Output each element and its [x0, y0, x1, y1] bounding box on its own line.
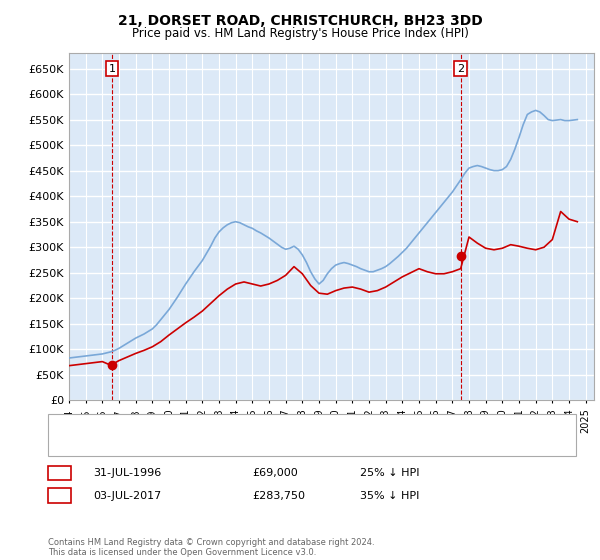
Text: 1: 1	[56, 468, 63, 478]
Text: 2: 2	[457, 63, 464, 73]
Text: HPI: Average price, detached house, Bournemouth Christchurch and Poole: HPI: Average price, detached house, Bour…	[105, 440, 493, 450]
Text: 21, DORSET ROAD, CHRISTCHURCH, BH23 3DD: 21, DORSET ROAD, CHRISTCHURCH, BH23 3DD	[118, 14, 482, 28]
Text: Contains HM Land Registry data © Crown copyright and database right 2024.
This d: Contains HM Land Registry data © Crown c…	[48, 538, 374, 557]
Text: 03-JUL-2017: 03-JUL-2017	[93, 491, 161, 501]
Text: 1: 1	[109, 63, 115, 73]
Text: £69,000: £69,000	[252, 468, 298, 478]
Text: £283,750: £283,750	[252, 491, 305, 501]
Text: 25% ↓ HPI: 25% ↓ HPI	[360, 468, 419, 478]
Text: 35% ↓ HPI: 35% ↓ HPI	[360, 491, 419, 501]
Text: 2: 2	[56, 491, 63, 501]
Text: Price paid vs. HM Land Registry's House Price Index (HPI): Price paid vs. HM Land Registry's House …	[131, 27, 469, 40]
Text: 31-JUL-1996: 31-JUL-1996	[93, 468, 161, 478]
Text: 21, DORSET ROAD, CHRISTCHURCH, BH23 3DD (detached house): 21, DORSET ROAD, CHRISTCHURCH, BH23 3DD …	[105, 421, 445, 431]
